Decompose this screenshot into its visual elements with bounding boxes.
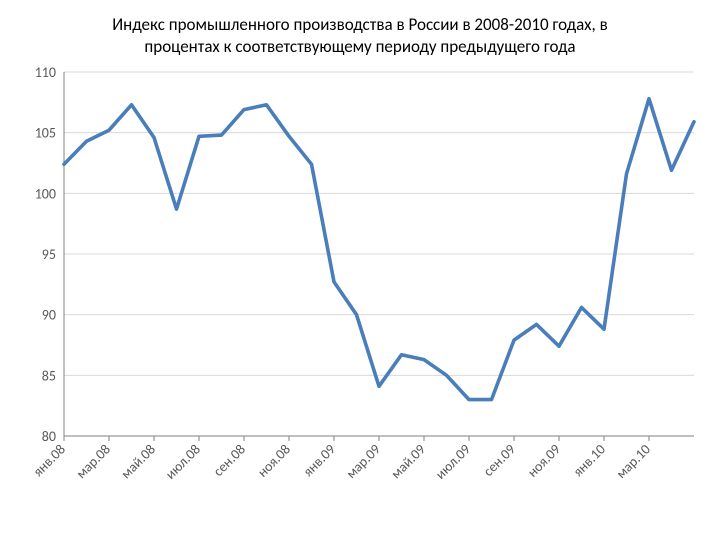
x-tick-label: июл.09 — [432, 441, 474, 483]
y-tick-label: 100 — [35, 185, 56, 202]
chart-title: Индекс промышленного производства в Росс… — [0, 14, 720, 58]
x-tick-label: мар.10 — [613, 441, 654, 482]
x-tick-label: сен.09 — [480, 441, 519, 480]
x-tick-label: июл.08 — [162, 441, 204, 483]
line-chart: 80859095100105110янв.08мар.08май.08июл.0… — [18, 66, 708, 534]
chart-title-line2: процентах к соответствующему периоду пре… — [0, 36, 720, 58]
x-tick-label: сен.08 — [210, 441, 249, 480]
y-tick-label: 85 — [42, 367, 56, 384]
x-tick-label: янв.09 — [300, 441, 339, 480]
y-tick-label: 95 — [42, 246, 56, 263]
x-tick-label: ноя.09 — [524, 441, 564, 481]
x-tick-label: янв.10 — [570, 441, 609, 480]
x-tick-label: май.08 — [117, 441, 158, 482]
x-tick-label: май.09 — [387, 441, 428, 482]
x-axis-ticks: янв.08мар.08май.08июл.08сен.08ноя.08янв.… — [30, 436, 654, 483]
y-tick-label: 105 — [35, 125, 56, 142]
y-tick-label: 90 — [42, 307, 56, 324]
x-tick-label: мар.08 — [73, 441, 114, 482]
chart-title-line1: Индекс промышленного производства в Росс… — [0, 14, 720, 36]
x-tick-label: янв.08 — [30, 441, 69, 480]
y-tick-label: 110 — [35, 66, 56, 81]
x-tick-label: ноя.08 — [254, 441, 294, 481]
slide: { "title": { "line1": "Индекс промышленн… — [0, 0, 720, 540]
x-tick-label: мар.09 — [343, 441, 384, 482]
